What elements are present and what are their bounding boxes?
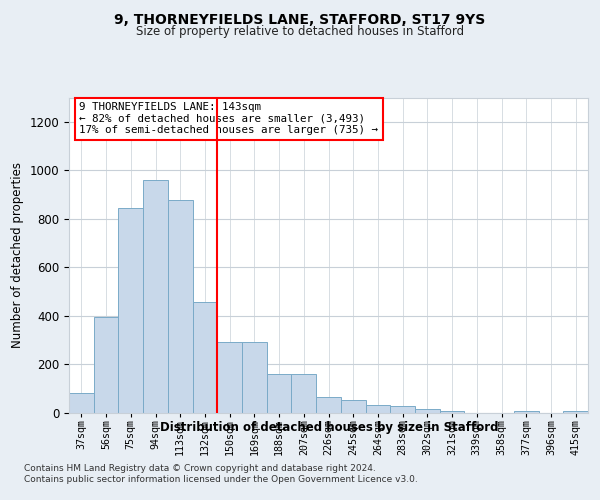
Bar (217, 342, 242, 412)
Bar (143, 180, 168, 412)
Bar (69, 393, 94, 412)
Bar (415, 409, 440, 412)
Bar (267, 374, 292, 412)
Text: Distribution of detached houses by size in Stafford: Distribution of detached houses by size … (160, 421, 498, 434)
Bar (292, 374, 316, 412)
Text: Contains public sector information licensed under the Open Government Licence v3: Contains public sector information licen… (24, 475, 418, 484)
Bar (365, 405, 390, 412)
Bar (193, 302, 217, 412)
Bar (94, 317, 118, 412)
Y-axis label: Number of detached properties: Number of detached properties (11, 162, 24, 348)
Bar (390, 406, 415, 412)
Text: Size of property relative to detached houses in Stafford: Size of property relative to detached ho… (136, 25, 464, 38)
Text: Contains HM Land Registry data © Crown copyright and database right 2024.: Contains HM Land Registry data © Crown c… (24, 464, 376, 473)
Bar (316, 397, 341, 412)
Bar (118, 208, 143, 412)
Text: 9 THORNEYFIELDS LANE: 143sqm
← 82% of detached houses are smaller (3,493)
17% of: 9 THORNEYFIELDS LANE: 143sqm ← 82% of de… (79, 102, 379, 136)
Text: 9, THORNEYFIELDS LANE, STAFFORD, ST17 9YS: 9, THORNEYFIELDS LANE, STAFFORD, ST17 9Y… (115, 12, 485, 26)
Bar (168, 200, 193, 412)
Bar (341, 400, 365, 412)
Bar (242, 342, 267, 412)
